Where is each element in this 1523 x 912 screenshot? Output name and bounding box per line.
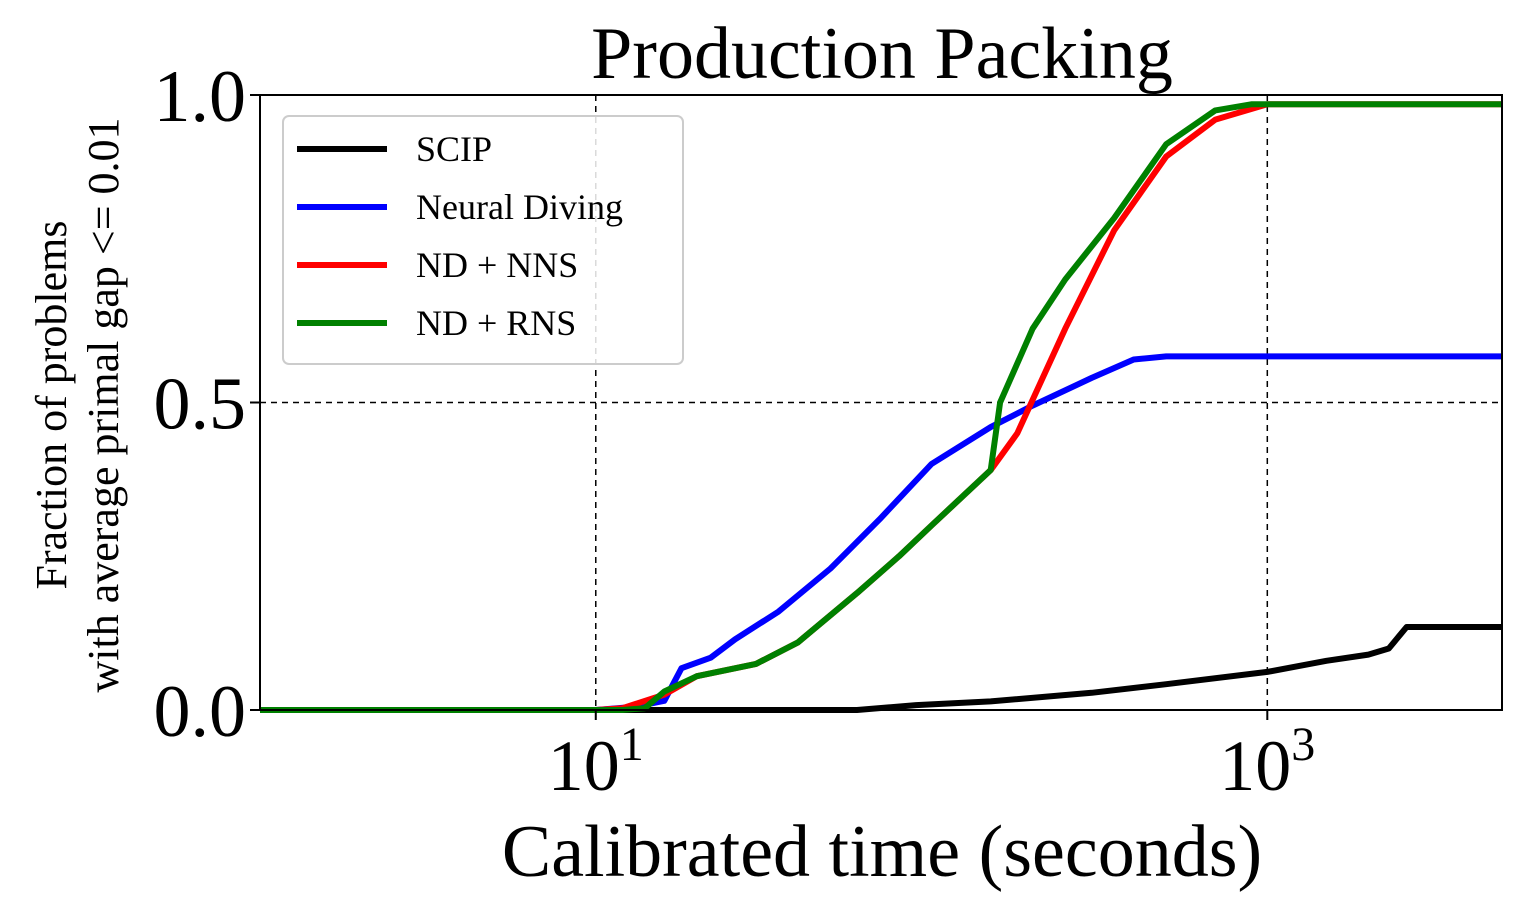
series-line-1 bbox=[260, 353, 1502, 713]
legend-label-1: Neural Diving bbox=[416, 187, 623, 227]
x-axis-label: Calibrated time (seconds) bbox=[502, 811, 1262, 893]
chart-title: Production Packing bbox=[591, 13, 1173, 95]
plot-frame bbox=[259, 94, 1503, 711]
legend-label-2: ND + NNS bbox=[416, 245, 578, 285]
legend-label-0: SCIP bbox=[416, 129, 492, 169]
y-axis-label-line-2: with average primal gap <= 0.01 bbox=[79, 117, 128, 692]
legend-box bbox=[282, 115, 684, 365]
series-line-0 bbox=[260, 624, 1502, 713]
y-tick-label: 1.0 bbox=[154, 56, 247, 138]
y-axis-label-line-1: Fraction of problems bbox=[27, 220, 76, 589]
legend: SCIP Neural Diving ND + NNS ND + RNS bbox=[282, 115, 684, 365]
legend-label-3: ND + RNS bbox=[416, 303, 576, 343]
y-tick-label: 0.5 bbox=[154, 364, 247, 446]
x-tick-label: 103 bbox=[1219, 718, 1315, 806]
series-line-3 bbox=[260, 101, 1502, 713]
y-tick-label: 0.0 bbox=[154, 671, 247, 753]
series-lines bbox=[260, 101, 1502, 713]
axis-ticks: 101 103 0.0 0.5 1.0 bbox=[154, 56, 1316, 806]
x-tick-label: 101 bbox=[548, 718, 644, 806]
